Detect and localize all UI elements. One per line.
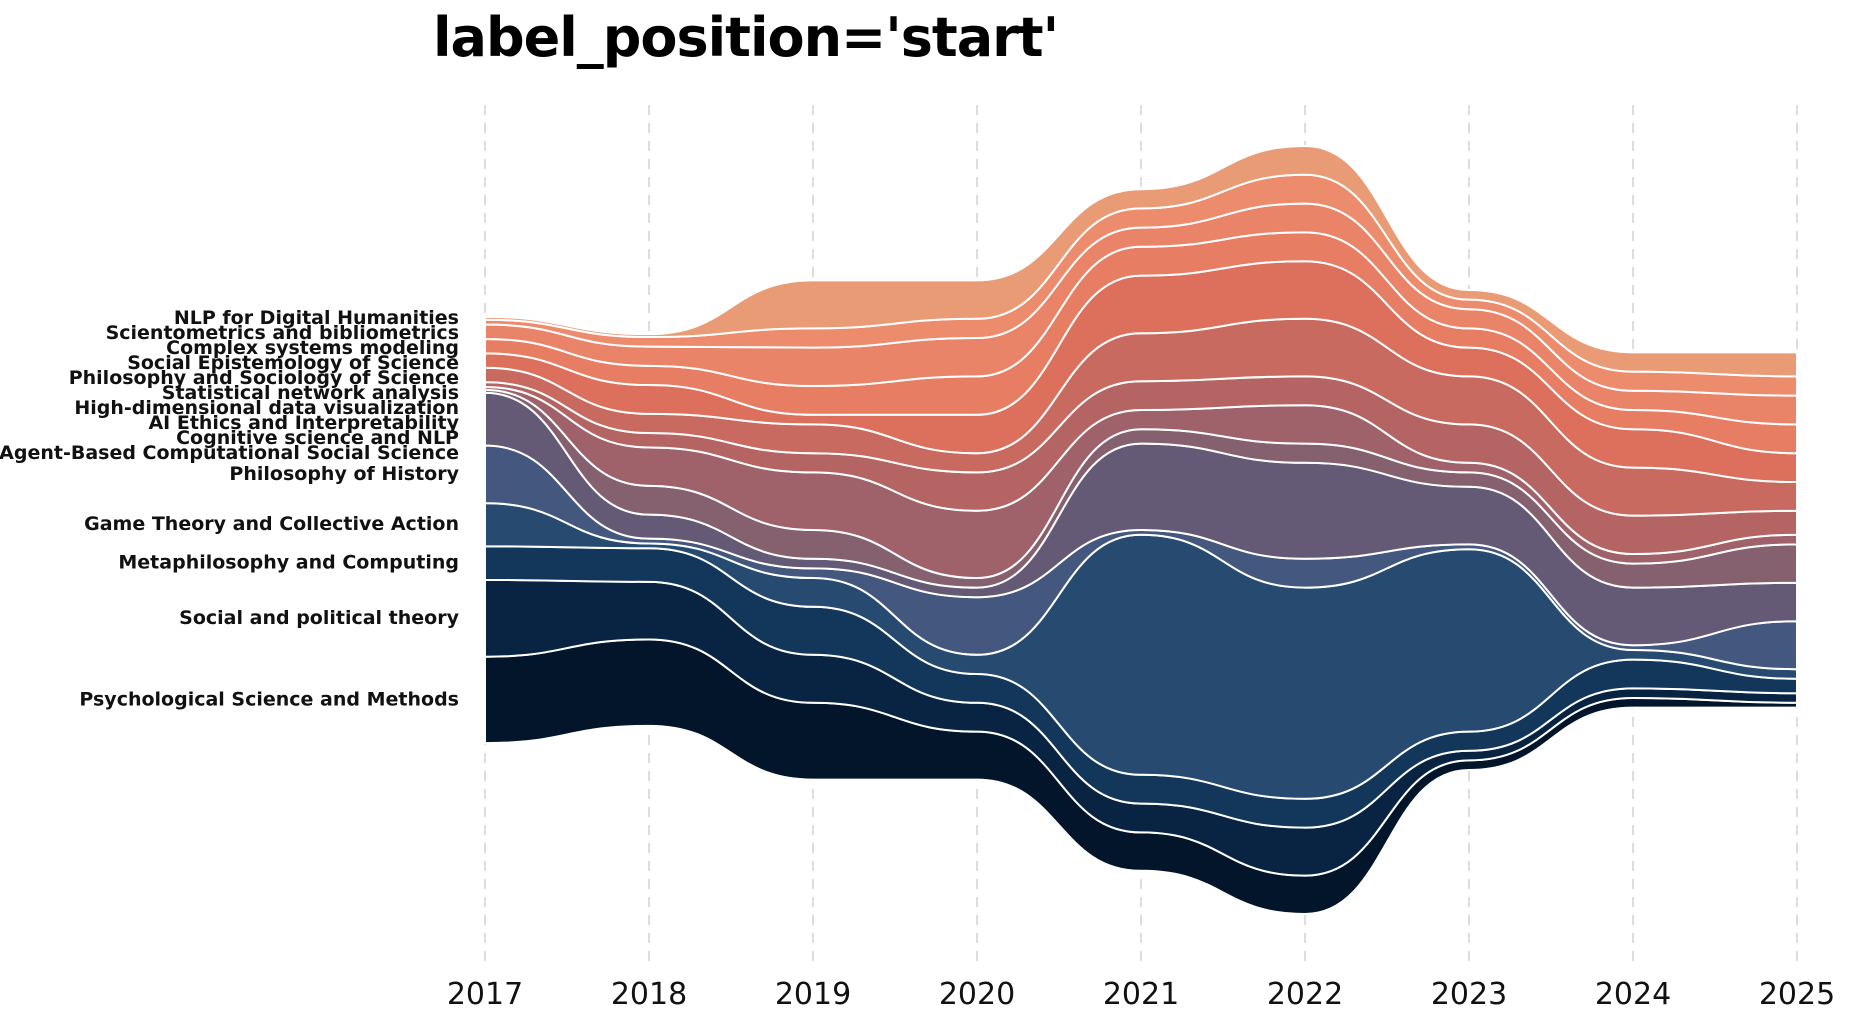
series-label: Game Theory and Collective Action <box>84 513 459 535</box>
series-label: Agent-Based Computational Social Science <box>0 442 459 464</box>
x-tick-label: 2021 <box>1103 977 1179 1012</box>
x-tick-label: 2023 <box>1431 977 1507 1012</box>
series-label: Cognitive science and NLP <box>176 427 459 449</box>
series-label: High-dimensional data visualization <box>74 397 459 419</box>
series-label: Philosophy and Sociology of Science <box>69 367 459 389</box>
x-tick-label: 2025 <box>1759 977 1835 1012</box>
series-label: Scientometrics and bibliometrics <box>106 322 459 344</box>
series-label: Social and political theory <box>179 607 459 629</box>
stream-layers <box>484 145 1798 915</box>
x-tick-label: 2017 <box>447 977 523 1012</box>
series-label: Statistical network analysis <box>162 382 459 404</box>
series-label: NLP for Digital Humanities <box>174 307 459 329</box>
series-label: Complex systems modeling <box>166 337 459 359</box>
stream-nlp-for-digital-humanities <box>484 145 1798 378</box>
x-tick-label: 2018 <box>611 977 687 1012</box>
series-label: Philosophy of History <box>229 463 459 485</box>
series-label: Psychological Science and Methods <box>79 688 459 710</box>
series-labels: Psychological Science and Methods Social … <box>0 307 460 711</box>
x-tick-label: 2022 <box>1267 977 1343 1012</box>
x-axis-ticks: 2017 2018 2019 2020 2021 2022 2023 2024 2025 <box>447 977 1835 1012</box>
x-tick-label: 2019 <box>775 977 851 1012</box>
series-label: Social Epistemology of Science <box>127 352 459 374</box>
chart-title: label_position='start' <box>433 6 1059 69</box>
x-tick-label: 2024 <box>1595 977 1671 1012</box>
x-tick-label: 2020 <box>939 977 1015 1012</box>
series-label: Metaphilosophy and Computing <box>118 552 459 574</box>
series-label: AI Ethics and Interpretability <box>148 412 459 434</box>
